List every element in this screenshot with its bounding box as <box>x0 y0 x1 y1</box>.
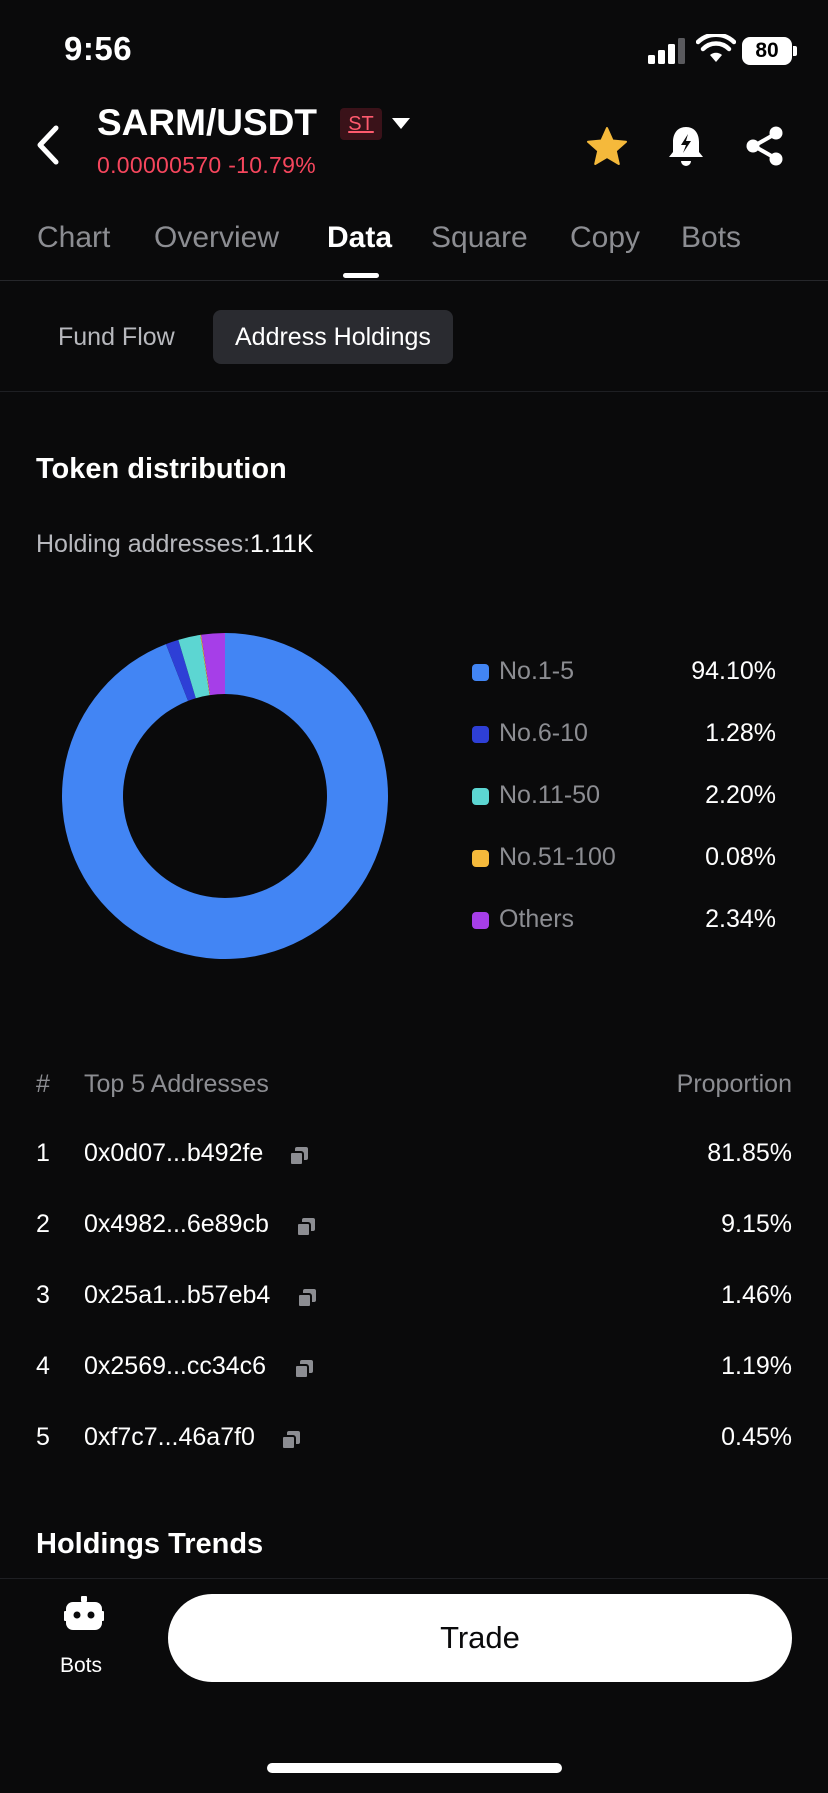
subtab-fund-flow[interactable]: Fund Flow <box>58 323 175 351</box>
column-header-address: Top 5 Addresses <box>84 1070 269 1098</box>
tab-square[interactable]: Square <box>431 221 528 254</box>
legend-swatch <box>472 788 489 805</box>
tab-data[interactable]: Data <box>327 221 393 254</box>
legend-item: No.51-100 0.08% <box>472 841 776 877</box>
legend-label: No.6-10 <box>499 719 588 747</box>
row-address: 0x0d07...b492fe <box>84 1139 264 1167</box>
trade-button[interactable]: Trade <box>168 1594 792 1682</box>
donut-slice-no-51-100[interactable] <box>200 634 211 696</box>
star-icon[interactable] <box>585 125 629 169</box>
legend-value: 0.08% <box>705 843 776 871</box>
legend-item: No.6-10 1.28% <box>472 717 776 753</box>
price-alert-bell-icon[interactable] <box>666 124 706 168</box>
back-arrow-icon[interactable] <box>30 122 66 168</box>
row-address: 0xf7c7...46a7f0 <box>84 1423 255 1451</box>
donut-slice-no-1-5[interactable] <box>62 633 388 959</box>
donut-slice-no-11-50[interactable] <box>178 634 210 699</box>
legend-swatch <box>472 664 489 681</box>
data-subtabs: Fund Flow Address Holdings <box>0 282 828 392</box>
legend-label: No.1-5 <box>499 657 575 685</box>
table-row: 2 0x4982...6e89cb 9.15% <box>0 1208 828 1248</box>
tab-bots[interactable]: Bots <box>681 221 742 254</box>
donut-slice-no-6-10[interactable] <box>165 639 196 701</box>
row-index: 3 <box>36 1281 50 1309</box>
legend-label: No.11-50 <box>499 781 600 809</box>
battery-icon: 80 <box>742 37 792 65</box>
legend-label: Others <box>499 905 575 933</box>
robot-icon[interactable] <box>64 1596 104 1632</box>
table-row: 4 0x2569...cc34c6 1.19% <box>0 1350 828 1390</box>
copy-icon[interactable] <box>280 1429 302 1451</box>
status-time: 9:56 <box>64 30 133 67</box>
row-address: 0x4982...6e89cb <box>84 1210 269 1238</box>
status-bar: 9:56 80 <box>0 0 828 100</box>
holding-addresses: Holding addresses:1.11K <box>36 530 314 559</box>
row-index: 2 <box>36 1210 50 1238</box>
holdings-trends-title: Holdings Trends <box>36 1528 264 1560</box>
subtab-address-holdings[interactable]: Address Holdings <box>213 310 453 364</box>
tab-chart[interactable]: Chart <box>37 221 111 254</box>
row-proportion: 81.85% <box>707 1139 792 1167</box>
main-tabs: Chart Overview Data Square Copy Bots <box>0 215 828 281</box>
row-proportion: 1.46% <box>721 1281 792 1309</box>
row-index: 1 <box>36 1139 50 1167</box>
table-row: 3 0x25a1...b57eb4 1.46% <box>0 1279 828 1319</box>
tab-overview[interactable]: Overview <box>154 221 280 254</box>
column-header-proportion: Proportion <box>676 1070 792 1098</box>
price-change: 0.00000570 -10.79% <box>97 152 316 178</box>
column-header-index: # <box>36 1070 50 1098</box>
copy-icon[interactable] <box>293 1358 315 1380</box>
copy-icon[interactable] <box>288 1145 310 1167</box>
legend-item: No.1-5 94.10% <box>472 655 776 691</box>
donut-slice-others[interactable] <box>201 633 225 696</box>
copy-icon[interactable] <box>296 1287 318 1309</box>
tab-copy[interactable]: Copy <box>570 221 641 254</box>
bots-label[interactable]: Bots <box>60 1654 103 1677</box>
holding-addresses-value: 1.11K <box>250 530 314 558</box>
distribution-title: Token distribution <box>36 453 287 485</box>
legend-value: 2.34% <box>705 905 776 933</box>
legend-swatch <box>472 850 489 867</box>
distribution-donut-chart[interactable] <box>62 633 388 959</box>
row-proportion: 0.45% <box>721 1423 792 1451</box>
wifi-icon <box>696 34 736 62</box>
legend-value: 1.28% <box>705 719 776 747</box>
caret-down-icon[interactable] <box>390 114 412 134</box>
row-proportion: 9.15% <box>721 1210 792 1238</box>
legend-value: 2.20% <box>705 781 776 809</box>
battery-tip <box>793 46 797 56</box>
legend-swatch <box>472 912 489 929</box>
table-row: 1 0x0d07...b492fe 81.85% <box>0 1137 828 1177</box>
row-proportion: 1.19% <box>721 1352 792 1380</box>
holding-addresses-label: Holding addresses: <box>36 530 251 558</box>
active-tab-indicator <box>343 273 379 278</box>
st-badge[interactable]: ST <box>340 108 382 140</box>
copy-icon[interactable] <box>295 1216 317 1238</box>
legend-value: 94.10% <box>691 657 776 685</box>
row-address: 0x2569...cc34c6 <box>84 1352 267 1380</box>
pair-title[interactable]: SARM/USDT <box>97 102 317 143</box>
legend-item: No.11-50 2.20% <box>472 779 776 815</box>
table-row: 5 0xf7c7...46a7f0 0.45% <box>0 1421 828 1461</box>
share-icon[interactable] <box>744 124 786 168</box>
battery-level: 80 <box>755 39 779 62</box>
row-index: 5 <box>36 1423 50 1451</box>
legend-swatch <box>472 726 489 743</box>
signal-icon <box>648 38 685 64</box>
legend-item: Others 2.34% <box>472 903 776 939</box>
home-indicator <box>267 1763 562 1773</box>
row-address: 0x25a1...b57eb4 <box>84 1281 271 1309</box>
legend-label: No.51-100 <box>499 843 616 871</box>
row-index: 4 <box>36 1352 50 1380</box>
